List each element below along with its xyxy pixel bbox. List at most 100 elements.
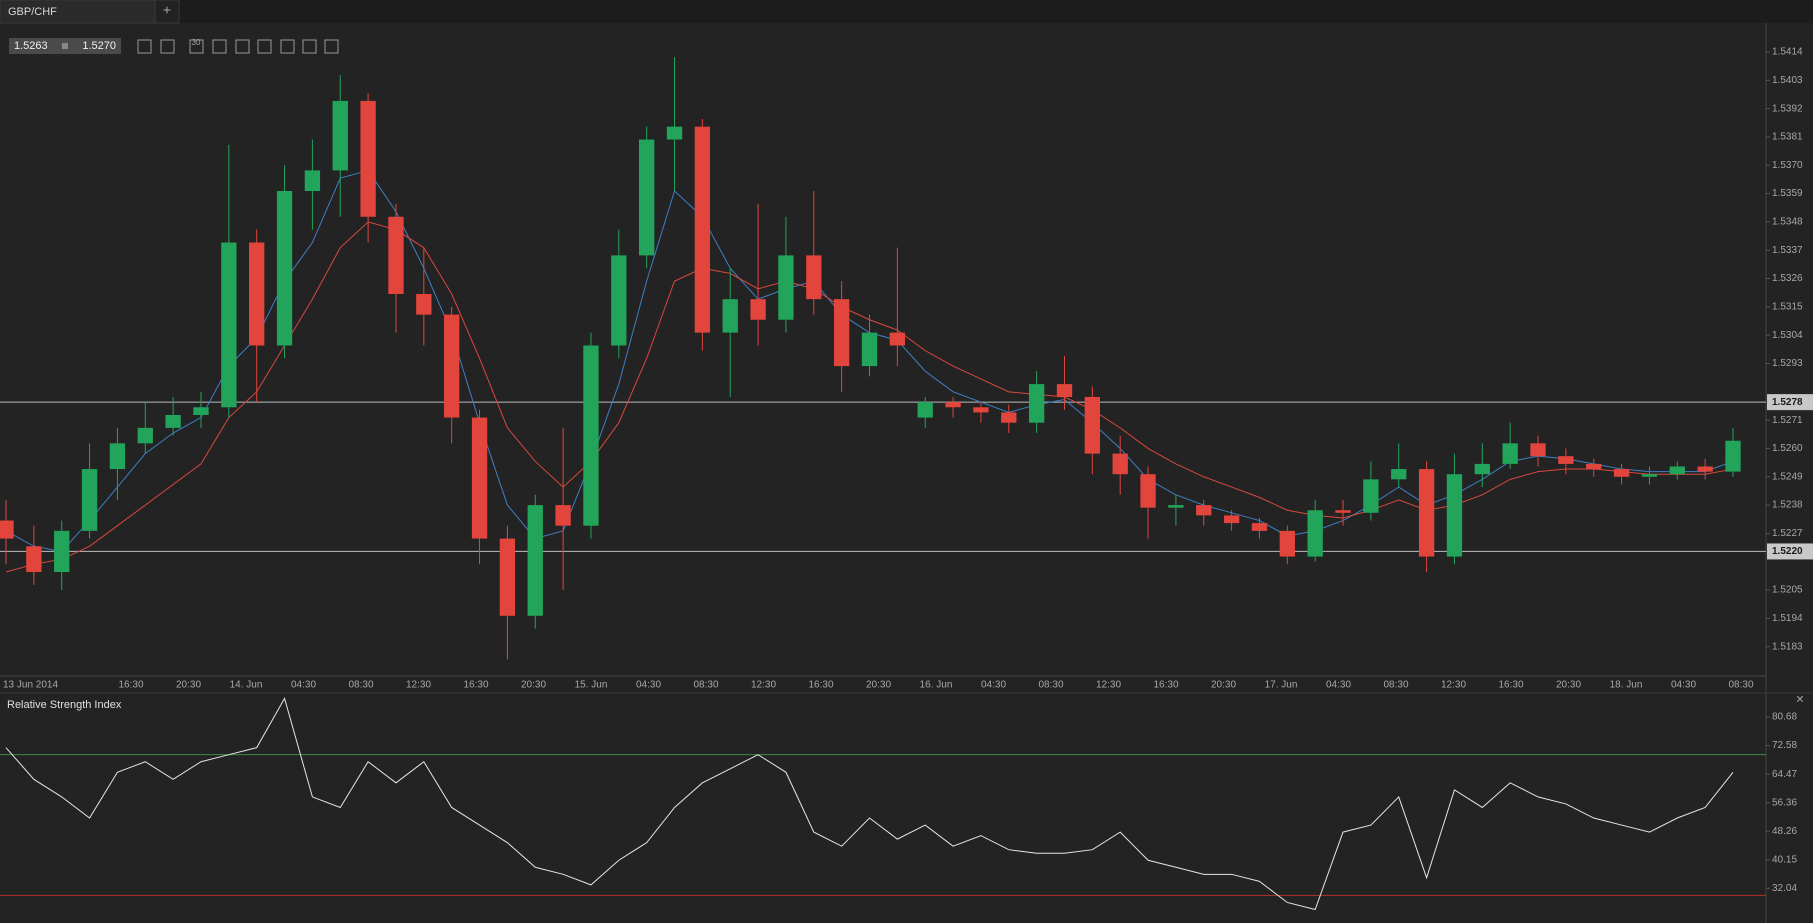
- y-tick-label: 1.5381: [1772, 132, 1803, 143]
- y-tick-label: 1.5304: [1772, 330, 1803, 341]
- pencil-button[interactable]: [324, 39, 339, 54]
- candle-body: [1391, 469, 1407, 480]
- candle-body: [778, 255, 794, 320]
- x-tick-label: 14. Jun: [230, 680, 263, 691]
- x-tick-label: 20:30: [866, 680, 891, 691]
- y-tick-label: 1.5194: [1772, 613, 1803, 624]
- x-tick-label: 17. Jun: [1265, 680, 1298, 691]
- candle-body: [945, 402, 961, 408]
- objects-button[interactable]: [280, 39, 295, 54]
- rsi-title: Relative Strength Index: [7, 699, 122, 711]
- candle-body: [137, 427, 153, 444]
- draw-button[interactable]: [257, 39, 272, 54]
- candle-body: [1028, 384, 1045, 423]
- y-tick-label: 1.5271: [1772, 415, 1803, 426]
- new-tab-button[interactable]: [154, 0, 180, 24]
- candle-body: [1140, 474, 1156, 508]
- x-tick-label: 16:30: [808, 680, 833, 691]
- candle-body: [1056, 384, 1073, 397]
- y-tick-label: 1.5227: [1772, 528, 1803, 539]
- candle-body: [388, 216, 404, 295]
- candle-body: [527, 505, 543, 616]
- y-tick-label: 1.5403: [1772, 75, 1803, 86]
- x-tick-label: 16. Jun: [920, 680, 953, 691]
- zoom-in-button[interactable]: [137, 39, 152, 54]
- y-tick-label: 1.5293: [1772, 358, 1803, 369]
- candle-body: [1196, 505, 1212, 516]
- candle-body: [889, 332, 906, 346]
- candle-body: [471, 417, 488, 539]
- candle-body: [1335, 510, 1351, 513]
- candle-body: [1446, 474, 1463, 557]
- x-tick-label: 16:30: [1498, 680, 1523, 691]
- chart-type-button[interactable]: [212, 39, 227, 54]
- x-tick-label: 12:30: [406, 680, 431, 691]
- y-tick-label: 1.5326: [1772, 273, 1803, 284]
- x-tick-label: 16:30: [1153, 680, 1178, 691]
- x-tick-label: 08:30: [1383, 680, 1408, 691]
- x-tick-label: 12:30: [1441, 680, 1466, 691]
- candle-body: [360, 100, 376, 217]
- candle-body: [165, 414, 181, 428]
- candle-body: [583, 345, 599, 526]
- candle-body: [109, 443, 126, 470]
- candle-body: [304, 170, 321, 192]
- y-tick-label: 1.5183: [1772, 641, 1803, 652]
- x-tick-label: 20:30: [176, 680, 201, 691]
- y-tick-label: 32.04: [1772, 883, 1797, 894]
- candle-body: [1586, 463, 1602, 470]
- y-tick-label: 1.5392: [1772, 103, 1803, 114]
- timeframe-label: 30: [192, 38, 201, 47]
- y-tick-label: 1.5249: [1772, 471, 1803, 482]
- candle-body: [750, 299, 766, 320]
- candle-body: [1307, 510, 1323, 557]
- bid: 1.5263: [14, 40, 48, 52]
- edit-button[interactable]: [302, 39, 317, 54]
- y-tick-label: 1.5205: [1772, 585, 1803, 596]
- y-tick-label: 48.26: [1772, 826, 1797, 837]
- y-tick-label: 1.5348: [1772, 217, 1803, 228]
- x-tick-label: 08:30: [348, 680, 373, 691]
- tab-bar: [0, 0, 1813, 23]
- x-tick-label: 08:30: [1038, 680, 1063, 691]
- candle-body: [973, 407, 989, 413]
- candle-body: [1112, 453, 1128, 475]
- candle-body: [416, 294, 432, 315]
- candle-body: [1641, 474, 1658, 477]
- candle-body: [1725, 440, 1741, 472]
- y-tick-label: 72.58: [1772, 740, 1797, 751]
- tab-label: GBP/CHF: [8, 6, 57, 18]
- price-tag-label: 1.5278: [1772, 397, 1803, 408]
- candle-body: [1697, 466, 1713, 472]
- candle-body: [1001, 412, 1017, 423]
- indicators-button[interactable]: [235, 39, 250, 54]
- candle-body: [444, 314, 460, 418]
- y-tick-label: 80.68: [1772, 712, 1797, 723]
- candle-body: [694, 126, 711, 333]
- candle-body: [193, 407, 209, 415]
- x-tick-label: 04:30: [636, 680, 661, 691]
- y-tick-label: 56.36: [1772, 797, 1797, 808]
- price-tag-label: 1.5220: [1772, 546, 1803, 557]
- candle-body: [555, 505, 571, 526]
- candle-body: [639, 139, 655, 256]
- candle-body: [1558, 456, 1574, 464]
- candle-body: [1418, 469, 1435, 557]
- x-tick-label: 12:30: [751, 680, 776, 691]
- candle-body: [0, 520, 14, 539]
- y-tick-label: 40.15: [1772, 854, 1797, 865]
- zoom-out-button[interactable]: [160, 39, 175, 54]
- rsi-line: [5, 697, 1734, 911]
- candle-body: [917, 402, 933, 418]
- timeframe-button[interactable]: [189, 39, 204, 54]
- ask: 1.5270: [82, 40, 116, 52]
- candle-body: [1223, 515, 1240, 524]
- candle-body: [26, 546, 42, 573]
- y-tick-label: 1.5370: [1772, 160, 1803, 171]
- close-pane-button[interactable]: ×: [1796, 691, 1804, 707]
- candle-body: [1474, 463, 1490, 475]
- x-tick-label: 12:30: [1096, 680, 1121, 691]
- x-tick-label: 04:30: [1671, 680, 1696, 691]
- x-tick-label: 15. Jun: [575, 680, 608, 691]
